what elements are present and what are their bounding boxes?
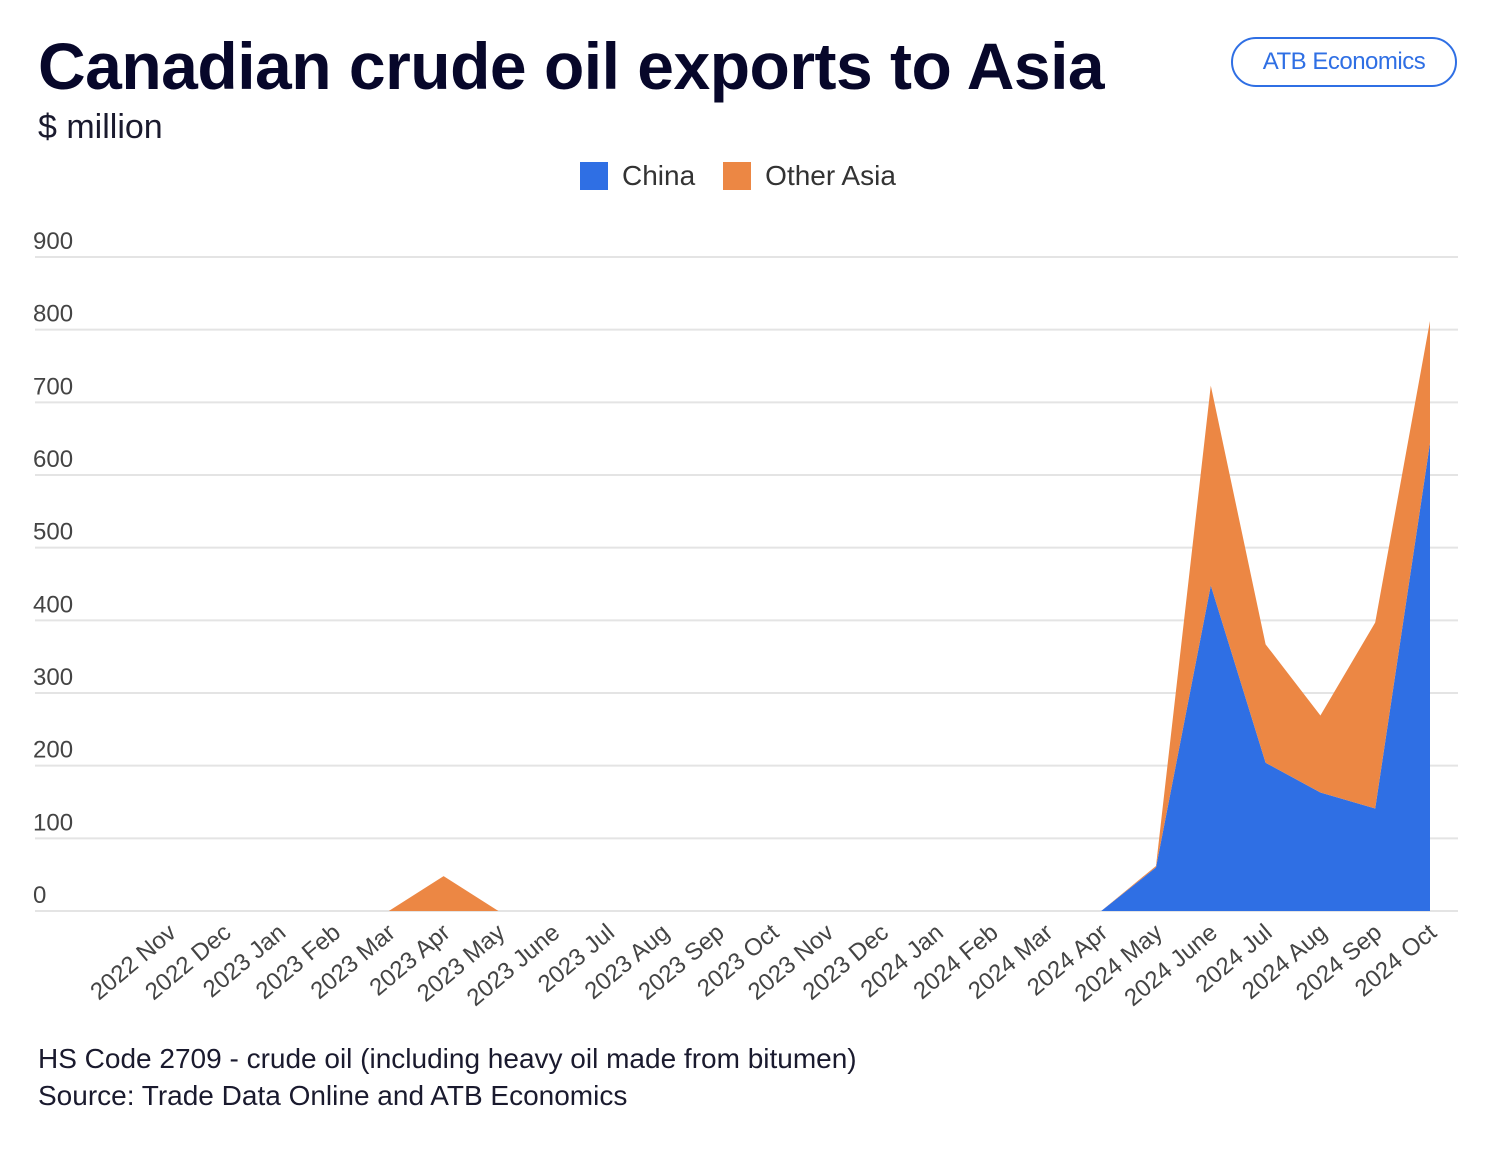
legend-item-other-asia: Other Asia xyxy=(723,160,896,192)
atb-economics-logo: ATB Economics xyxy=(1231,37,1457,87)
y-tick-label: 100 xyxy=(33,809,73,836)
y-tick-label: 0 xyxy=(33,882,46,909)
area-china xyxy=(169,443,1431,911)
chart-subtitle: $ million xyxy=(38,108,163,146)
y-tick-label: 600 xyxy=(33,446,73,473)
y-tick-label: 800 xyxy=(33,301,73,328)
legend-swatch-china xyxy=(580,162,608,190)
y-tick-label: 900 xyxy=(33,228,73,255)
y-tick-label: 500 xyxy=(33,519,73,546)
legend: China Other Asia xyxy=(580,160,924,192)
y-tick-label: 200 xyxy=(33,737,73,764)
note-hs-code: HS Code 2709 - crude oil (including heav… xyxy=(38,1043,857,1074)
y-tick-label: 700 xyxy=(33,373,73,400)
legend-label-other-asia: Other Asia xyxy=(765,160,896,191)
chart-notes: HS Code 2709 - crude oil (including heav… xyxy=(38,1040,857,1114)
legend-item-china: China xyxy=(580,160,695,192)
legend-swatch-other-asia xyxy=(723,162,752,190)
chart-title: Canadian crude oil exports to Asia xyxy=(38,29,1105,103)
note-source: Source: Trade Data Online and ATB Econom… xyxy=(38,1080,628,1111)
legend-label-china: China xyxy=(622,160,696,191)
y-tick-label: 300 xyxy=(33,664,73,691)
y-tick-label: 400 xyxy=(33,591,73,618)
